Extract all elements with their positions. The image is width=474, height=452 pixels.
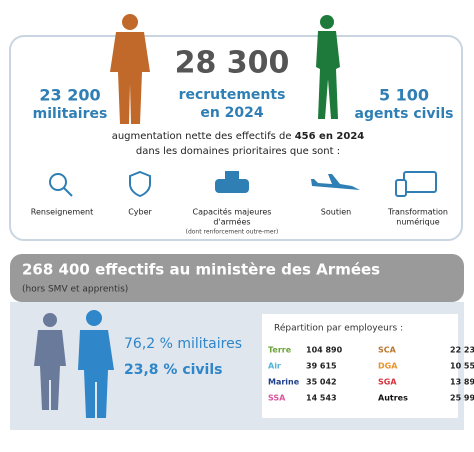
domain-label: Renseignement xyxy=(31,208,94,217)
domain-label: d'armées xyxy=(213,217,250,227)
civil-share: 23,8 % civils xyxy=(124,362,222,378)
domain-label: numérique xyxy=(396,217,440,227)
military-label: militaires xyxy=(33,106,108,122)
military-value: 23 200 xyxy=(39,86,100,105)
employer-value: 39 615 xyxy=(306,362,337,371)
civil-man-figure xyxy=(78,310,114,418)
military-share: 76,2 % militaires xyxy=(124,336,242,352)
employer-value: 14 543 xyxy=(306,394,337,403)
domain-icons xyxy=(49,170,437,198)
total-label: en 2024 xyxy=(200,105,264,121)
total-label: recrutements xyxy=(179,87,286,103)
sentence-bold: 456 en 2024 xyxy=(295,131,365,142)
civil-value: 5 100 xyxy=(379,86,429,105)
employers-box xyxy=(262,314,458,418)
employer-value: 104 890 xyxy=(306,346,343,355)
domain-note: (dont renforcement outre-mer) xyxy=(186,229,279,236)
employer-value: 10 553 xyxy=(450,362,474,371)
employer-name: SCA xyxy=(378,346,397,355)
employer-value: 35 042 xyxy=(306,378,337,387)
employer-name: Terre xyxy=(268,346,292,355)
military-woman-figure xyxy=(34,313,66,410)
employer-name: Autres xyxy=(378,394,408,403)
employer-value: 13 897 xyxy=(450,378,474,387)
domain-label: Capacités majeures xyxy=(193,207,272,217)
civil-figure xyxy=(316,15,340,119)
domain-label: Cyber xyxy=(128,208,152,217)
employer-name: SSA xyxy=(268,394,286,403)
employer-value: 22 237 xyxy=(450,346,474,355)
employers-title: Répartition par employeurs : xyxy=(274,323,403,334)
bottom-title: 268 400 effectifs au ministère des Armée… xyxy=(22,261,380,279)
bottom-header xyxy=(10,254,464,302)
sentence: augmentation nette des effectifs de 456 … xyxy=(112,131,365,142)
civil-label: agents civils xyxy=(355,106,454,122)
domain-label: Transformation xyxy=(387,208,448,217)
sentence-line: dans les domaines prioritaires que sont … xyxy=(136,146,340,157)
employer-value: 25 995 xyxy=(450,394,474,403)
bottom-subtitle: (hors SMV et apprentis) xyxy=(22,285,128,295)
soldier-figure xyxy=(110,14,150,124)
total-recruits: 28 300 xyxy=(175,46,290,81)
employer-name: Air xyxy=(268,362,281,371)
employer-name: Marine xyxy=(268,378,300,387)
sentence-prefix: augmentation nette des effectifs de xyxy=(112,131,295,142)
domain-label: Soutien xyxy=(321,208,351,217)
employer-name: DGA xyxy=(378,362,398,371)
employer-name: SGA xyxy=(378,378,397,387)
